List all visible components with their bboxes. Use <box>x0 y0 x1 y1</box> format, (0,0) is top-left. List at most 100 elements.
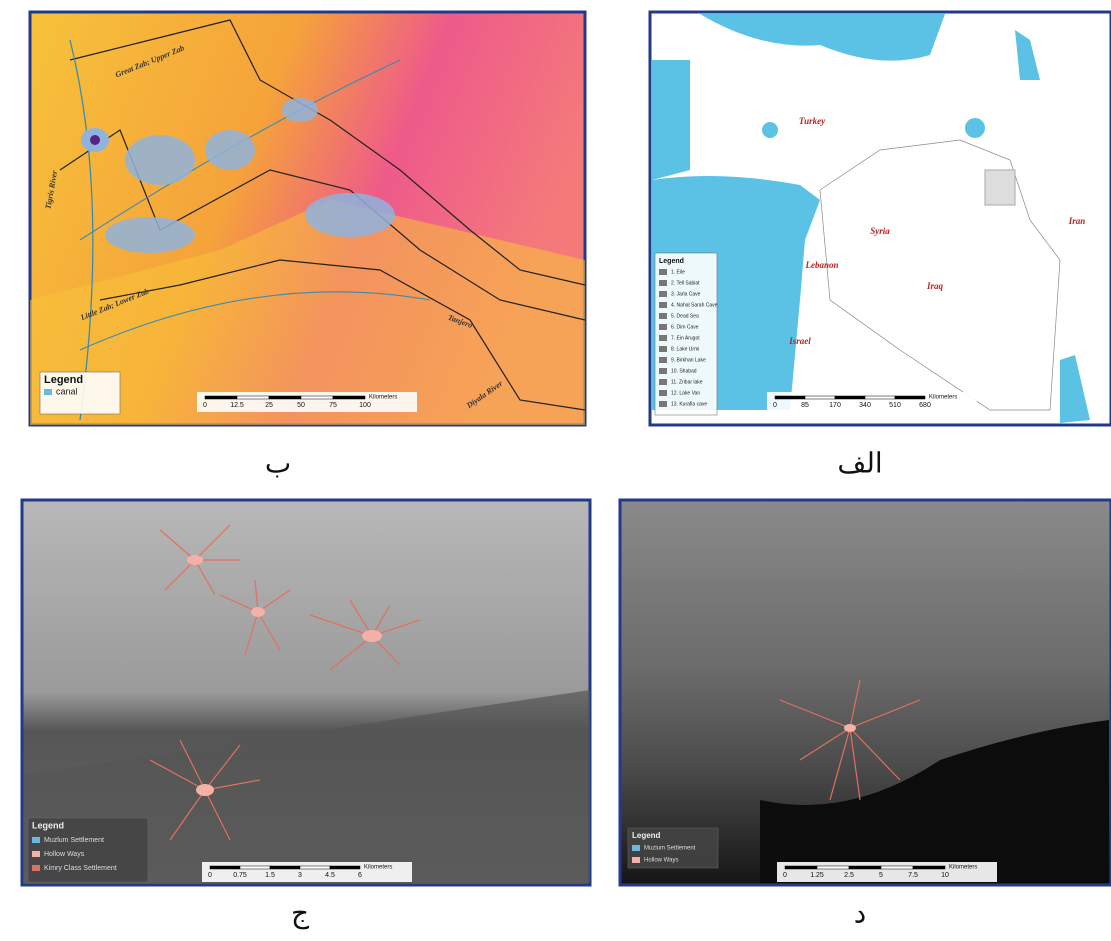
legend-swatch <box>659 401 667 407</box>
scale-tick: 340 <box>859 402 871 409</box>
map-label: Israel <box>788 336 811 346</box>
scale-segment <box>835 396 865 399</box>
legend-swatch <box>44 389 52 395</box>
scale-unit: Kilometers <box>929 395 957 401</box>
scale-tick: 4.5 <box>325 872 335 879</box>
scale-tick: 0.75 <box>233 872 247 879</box>
scale-unit: Kilometers <box>364 865 392 871</box>
legend-swatch <box>32 837 40 843</box>
scale-tick: 10 <box>941 872 949 879</box>
figure: بGreat Zab; Upper ZabTigris RiverLittle … <box>0 0 1111 941</box>
scale-tick: 1.25 <box>810 872 824 879</box>
legend-swatch <box>659 335 667 341</box>
scale-tick: 680 <box>919 402 931 409</box>
scale-segment <box>237 396 269 399</box>
legend-item: 6. Dim Cave <box>671 324 699 330</box>
scale-segment <box>849 866 881 869</box>
legend-item: 7. Ein Arugot <box>671 335 700 341</box>
scale-tick: 1.5 <box>265 872 275 879</box>
scale-tick: 100 <box>359 402 371 409</box>
scale-segment <box>895 396 925 399</box>
scale-tick: 510 <box>889 402 901 409</box>
legend-swatch <box>632 857 640 863</box>
map-alef <box>650 12 1111 425</box>
scale-tick: 7.5 <box>908 872 918 879</box>
legend-item: 13. Kurafia cave <box>671 401 707 407</box>
scale-tick: 0 <box>783 872 787 879</box>
scale-tick: 3 <box>298 872 302 879</box>
legend-title: Legend <box>659 258 684 265</box>
map-label: Turkey <box>799 116 826 126</box>
scale-segment <box>210 866 240 869</box>
scale-tick: 85 <box>801 402 809 409</box>
scale-segment <box>785 866 817 869</box>
legend-swatch <box>659 302 667 308</box>
scale-segment <box>205 396 237 399</box>
legend-item: 11. Zribar lake <box>671 379 703 385</box>
legend-swatch <box>632 845 640 851</box>
scale-segment <box>817 866 849 869</box>
map-label: Iraq <box>926 281 944 291</box>
legend-swatch <box>32 865 40 871</box>
legend-swatch <box>659 368 667 374</box>
legend-swatch <box>659 291 667 297</box>
legend-item: 10. Shabad <box>671 368 697 374</box>
scale-segment <box>865 396 895 399</box>
scale-tick: 75 <box>329 402 337 409</box>
legend-item: Hollow Ways <box>644 858 678 864</box>
scale-segment <box>269 396 301 399</box>
legend-item: 9. Birkhan Lake <box>671 357 706 363</box>
map-label: Lebanon <box>804 260 838 270</box>
scale-segment <box>270 866 300 869</box>
scale-segment <box>330 866 360 869</box>
legend-title: Legend <box>632 831 661 840</box>
legend-item: 1. Eile <box>671 269 685 275</box>
scale-tick: 5 <box>879 872 883 879</box>
map-label: Iran <box>1068 216 1086 226</box>
scale-segment <box>300 866 330 869</box>
legend-title: Legend <box>44 374 83 386</box>
legend-item: Hollow Ways <box>44 851 85 858</box>
scale-segment <box>805 396 835 399</box>
scale-tick: 50 <box>297 402 305 409</box>
scale-tick: 25 <box>265 402 273 409</box>
legend-item: 12. Lake Van <box>671 390 700 396</box>
legend-swatch <box>659 379 667 385</box>
map-dal <box>620 500 1111 885</box>
panel-label: ب <box>265 447 291 478</box>
legend-swatch <box>32 851 40 857</box>
panel-label: ج <box>291 897 310 929</box>
legend-item: 4. Nahal Sarah Cave <box>671 302 718 308</box>
legend-swatch <box>659 324 667 330</box>
scale-tick: 12.5 <box>230 402 244 409</box>
map-b <box>30 12 585 425</box>
scale-segment <box>240 866 270 869</box>
scale-segment <box>881 866 913 869</box>
scale-tick: 0 <box>208 872 212 879</box>
legend-item: canal <box>56 386 78 396</box>
map-label: Syria <box>870 226 890 236</box>
legend-item: Muzlum Settlement <box>644 846 696 852</box>
legend-item: Kimry Class Settlement <box>44 865 117 872</box>
legend-swatch <box>659 269 667 275</box>
panel-label: الف <box>837 447 882 478</box>
scale-tick: 0 <box>773 402 777 409</box>
legend-item: 3. Jarla Cave <box>671 291 701 297</box>
panel-label: د <box>854 897 866 928</box>
legend-swatch <box>659 390 667 396</box>
legend-swatch <box>659 280 667 286</box>
legend-swatch <box>659 357 667 363</box>
legend-title: Legend <box>32 820 64 830</box>
scale-unit: Kilometers <box>369 395 397 401</box>
scale-tick: 170 <box>829 402 841 409</box>
legend-item: 5. Dead Sea <box>671 313 699 319</box>
scale-segment <box>775 396 805 399</box>
scale-tick: 2.5 <box>844 872 854 879</box>
scale-tick: 0 <box>203 402 207 409</box>
legend-item: Muzlum Settlement <box>44 837 104 844</box>
scale-segment <box>301 396 333 399</box>
legend-item: 2. Tell Sabiat <box>671 280 700 286</box>
legend-swatch <box>659 346 667 352</box>
scale-segment <box>913 866 945 869</box>
legend-item: 8. Lake Urmi <box>671 346 699 352</box>
